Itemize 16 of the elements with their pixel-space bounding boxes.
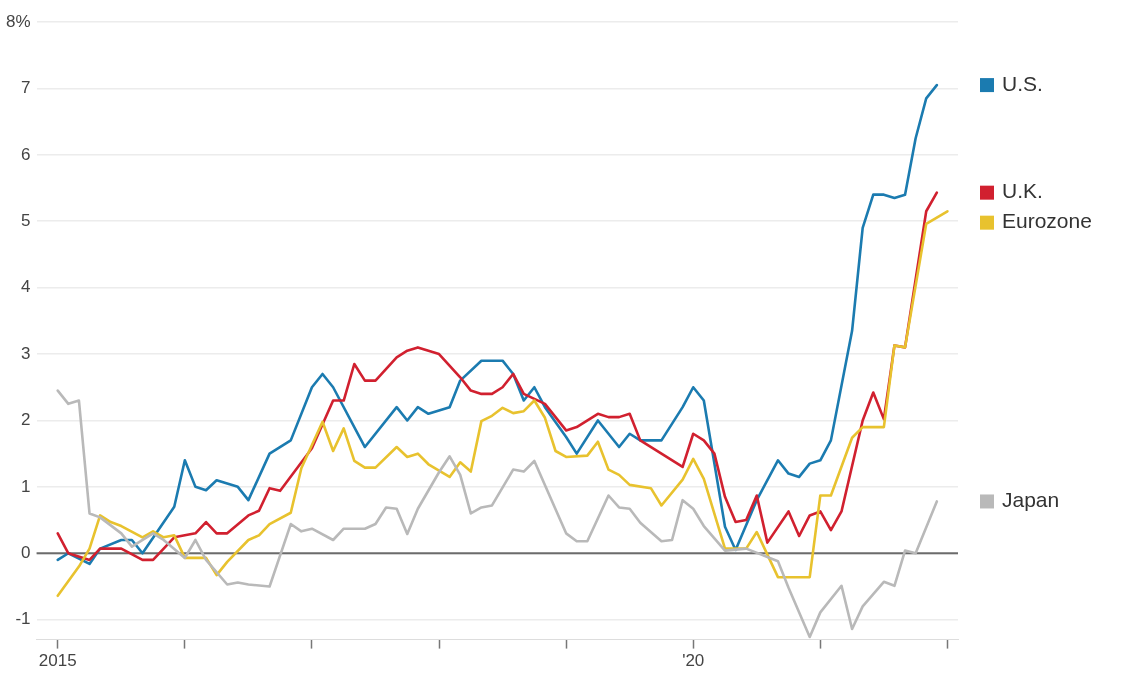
x-tick-label: '20 [682, 651, 705, 671]
legend-label: U.K. [1002, 179, 1043, 203]
legend-label: Eurozone [1002, 209, 1092, 233]
y-tick-label: 3 [21, 343, 31, 363]
x-tick-label: 2015 [38, 651, 77, 671]
y-tick-label: 8% [5, 11, 31, 31]
y-tick-label: 4 [21, 277, 31, 297]
y-tick-label: -1 [15, 609, 31, 629]
y-tick-label: 0 [21, 542, 31, 562]
y-tick-label: 1 [21, 476, 31, 496]
y-tick-label: 6 [21, 144, 31, 164]
y-tick-label: 2 [21, 410, 31, 430]
legend-label: Japan [1002, 488, 1060, 512]
legend-label: U.S. [1002, 71, 1043, 95]
y-tick-label: 7 [21, 78, 31, 98]
y-tick-label: 5 [21, 210, 31, 230]
